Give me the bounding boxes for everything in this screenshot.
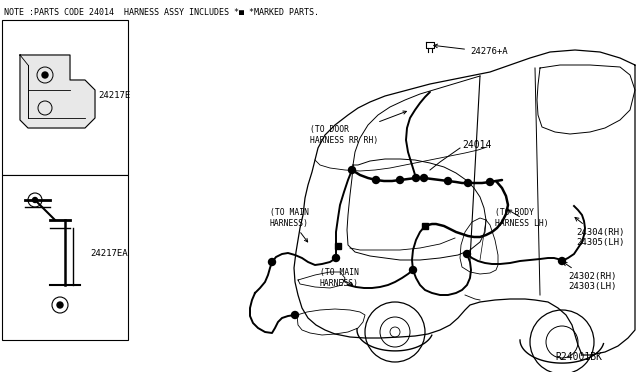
Text: 24217E: 24217E bbox=[98, 90, 131, 99]
Circle shape bbox=[349, 167, 355, 173]
Text: NOTE :PARTS CODE 24014  HARNESS ASSY INCLUDES *■ *MARKED PARTS.: NOTE :PARTS CODE 24014 HARNESS ASSY INCL… bbox=[4, 8, 319, 17]
Polygon shape bbox=[20, 55, 95, 128]
Text: (TO MAIN
HARNESS): (TO MAIN HARNESS) bbox=[270, 208, 309, 242]
Circle shape bbox=[465, 180, 472, 186]
Text: 24014: 24014 bbox=[462, 140, 492, 150]
Circle shape bbox=[559, 257, 566, 264]
Circle shape bbox=[413, 174, 419, 182]
Bar bbox=[2, 20, 128, 175]
Circle shape bbox=[410, 266, 417, 273]
Circle shape bbox=[291, 311, 298, 318]
Text: (TO BODY
HARNESS LH): (TO BODY HARNESS LH) bbox=[495, 208, 548, 228]
Text: (TO MAIN
HARNESS): (TO MAIN HARNESS) bbox=[320, 268, 359, 288]
Circle shape bbox=[33, 198, 38, 202]
Circle shape bbox=[397, 176, 403, 183]
Circle shape bbox=[333, 254, 339, 262]
Circle shape bbox=[445, 177, 451, 185]
Circle shape bbox=[42, 72, 48, 78]
Text: 24302(RH)
24303(LH): 24302(RH) 24303(LH) bbox=[563, 262, 616, 291]
Circle shape bbox=[463, 250, 470, 257]
Bar bbox=[422, 223, 428, 229]
Text: 24276+A: 24276+A bbox=[434, 44, 508, 57]
Text: 24304(RH)
24305(LH): 24304(RH) 24305(LH) bbox=[575, 217, 625, 247]
Bar bbox=[335, 243, 341, 249]
Bar bbox=[2, 175, 128, 340]
Circle shape bbox=[420, 174, 428, 182]
Circle shape bbox=[486, 179, 493, 186]
Circle shape bbox=[269, 259, 275, 266]
Text: (TO DOOR
HARNESS RR RH): (TO DOOR HARNESS RR RH) bbox=[310, 111, 406, 145]
Text: R24001BK: R24001BK bbox=[555, 352, 602, 362]
Circle shape bbox=[57, 302, 63, 308]
Text: 24217EA: 24217EA bbox=[90, 248, 127, 257]
Circle shape bbox=[372, 176, 380, 183]
